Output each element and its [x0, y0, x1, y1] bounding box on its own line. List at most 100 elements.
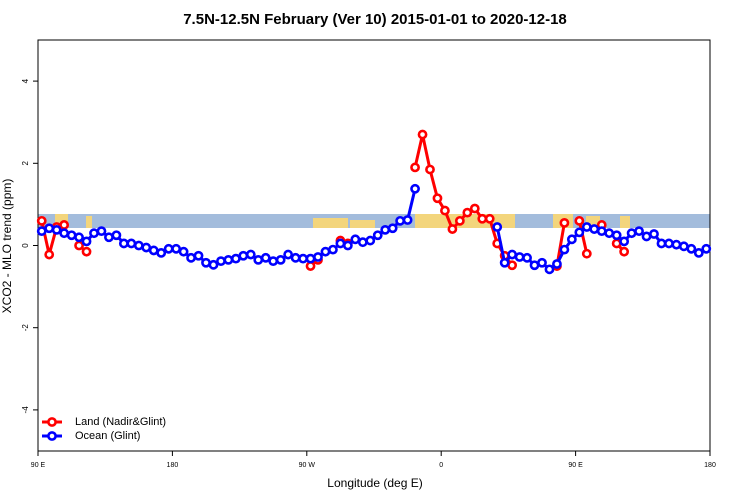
- point: [216, 256, 226, 267]
- y-axis-title: XCO2 - MLO trend (ppm): [0, 179, 14, 314]
- point: [454, 215, 465, 226]
- point: [74, 240, 84, 251]
- point: [604, 228, 615, 239]
- point: [440, 205, 450, 216]
- point: [514, 252, 525, 262]
- point: [148, 245, 159, 256]
- point: [566, 234, 577, 245]
- point: [372, 230, 383, 241]
- y-tick-label: -2: [21, 324, 30, 332]
- point: [589, 224, 600, 234]
- chart-title: 7.5N-12.5N February (Ver 10) 2015-01-01 …: [183, 11, 567, 28]
- point: [686, 243, 697, 254]
- point: [156, 247, 167, 258]
- point: [141, 242, 152, 253]
- point: [245, 249, 256, 260]
- x-tick-label: 90 E: [31, 462, 46, 469]
- point: [44, 249, 55, 260]
- point: [529, 260, 540, 271]
- point: [619, 246, 630, 257]
- point: [81, 246, 92, 257]
- point: [342, 240, 353, 251]
- point: [111, 230, 122, 241]
- point: [178, 246, 189, 257]
- point: [118, 238, 129, 249]
- point: [66, 230, 77, 241]
- point: [596, 226, 607, 237]
- point: [581, 222, 592, 232]
- point: [89, 228, 99, 239]
- point: [133, 240, 144, 251]
- point: [201, 257, 211, 268]
- point: [223, 254, 234, 265]
- point: [432, 193, 443, 204]
- point: [611, 238, 622, 249]
- point: [649, 229, 659, 239]
- point: [671, 239, 682, 250]
- point: [104, 232, 114, 243]
- point: [36, 226, 47, 237]
- point: [36, 215, 47, 226]
- point: [507, 260, 518, 271]
- point: [581, 248, 592, 259]
- point: [678, 241, 689, 252]
- y-tick-label: 2: [21, 161, 30, 166]
- point: [275, 254, 286, 265]
- point: [335, 238, 346, 249]
- point: [410, 162, 420, 173]
- point: [410, 183, 420, 194]
- y-tick-label: 0: [21, 243, 30, 248]
- point: [81, 236, 92, 247]
- point: [559, 244, 570, 255]
- y-tick-label: 4: [21, 78, 30, 83]
- point: [171, 243, 182, 254]
- point: [574, 227, 585, 238]
- point: [641, 231, 652, 242]
- point: [193, 250, 204, 261]
- point: [656, 238, 667, 249]
- x-tick-label: 0: [439, 462, 443, 469]
- point: [507, 249, 518, 260]
- point: [492, 222, 503, 232]
- point: [552, 259, 562, 269]
- point: [484, 213, 495, 224]
- map-strip: [38, 214, 710, 228]
- legend-label: Ocean (Glint): [75, 430, 140, 442]
- point: [365, 235, 376, 246]
- point: [238, 250, 249, 261]
- x-tick-label: 90 W: [299, 462, 316, 469]
- point: [51, 224, 62, 235]
- point: [328, 244, 338, 255]
- point: [664, 238, 674, 249]
- point: [74, 232, 84, 243]
- x-tick-label: 90 E: [568, 462, 583, 469]
- legend-label: Land (Nadir&Glint): [75, 416, 166, 428]
- legend-marker: [47, 417, 57, 427]
- legend-marker: [47, 431, 57, 441]
- point: [693, 247, 704, 258]
- point: [208, 259, 219, 270]
- point: [611, 230, 622, 241]
- point: [59, 220, 70, 230]
- point: [619, 236, 630, 247]
- point: [477, 213, 488, 224]
- point: [559, 217, 570, 228]
- point: [425, 164, 435, 175]
- point: [447, 224, 458, 234]
- point: [544, 264, 555, 275]
- point: [298, 253, 308, 264]
- point: [126, 238, 137, 249]
- point: [253, 254, 264, 265]
- x-tick-label: 180: [167, 462, 179, 469]
- point: [417, 129, 428, 140]
- point: [313, 252, 323, 262]
- point: [96, 226, 107, 237]
- point: [469, 203, 480, 214]
- point: [268, 256, 279, 267]
- x-tick-label: 180: [704, 462, 716, 469]
- point: [499, 257, 510, 268]
- point: [380, 224, 391, 235]
- point: [44, 223, 55, 234]
- point: [305, 253, 316, 264]
- x-axis-title: Longitude (deg E): [327, 476, 422, 490]
